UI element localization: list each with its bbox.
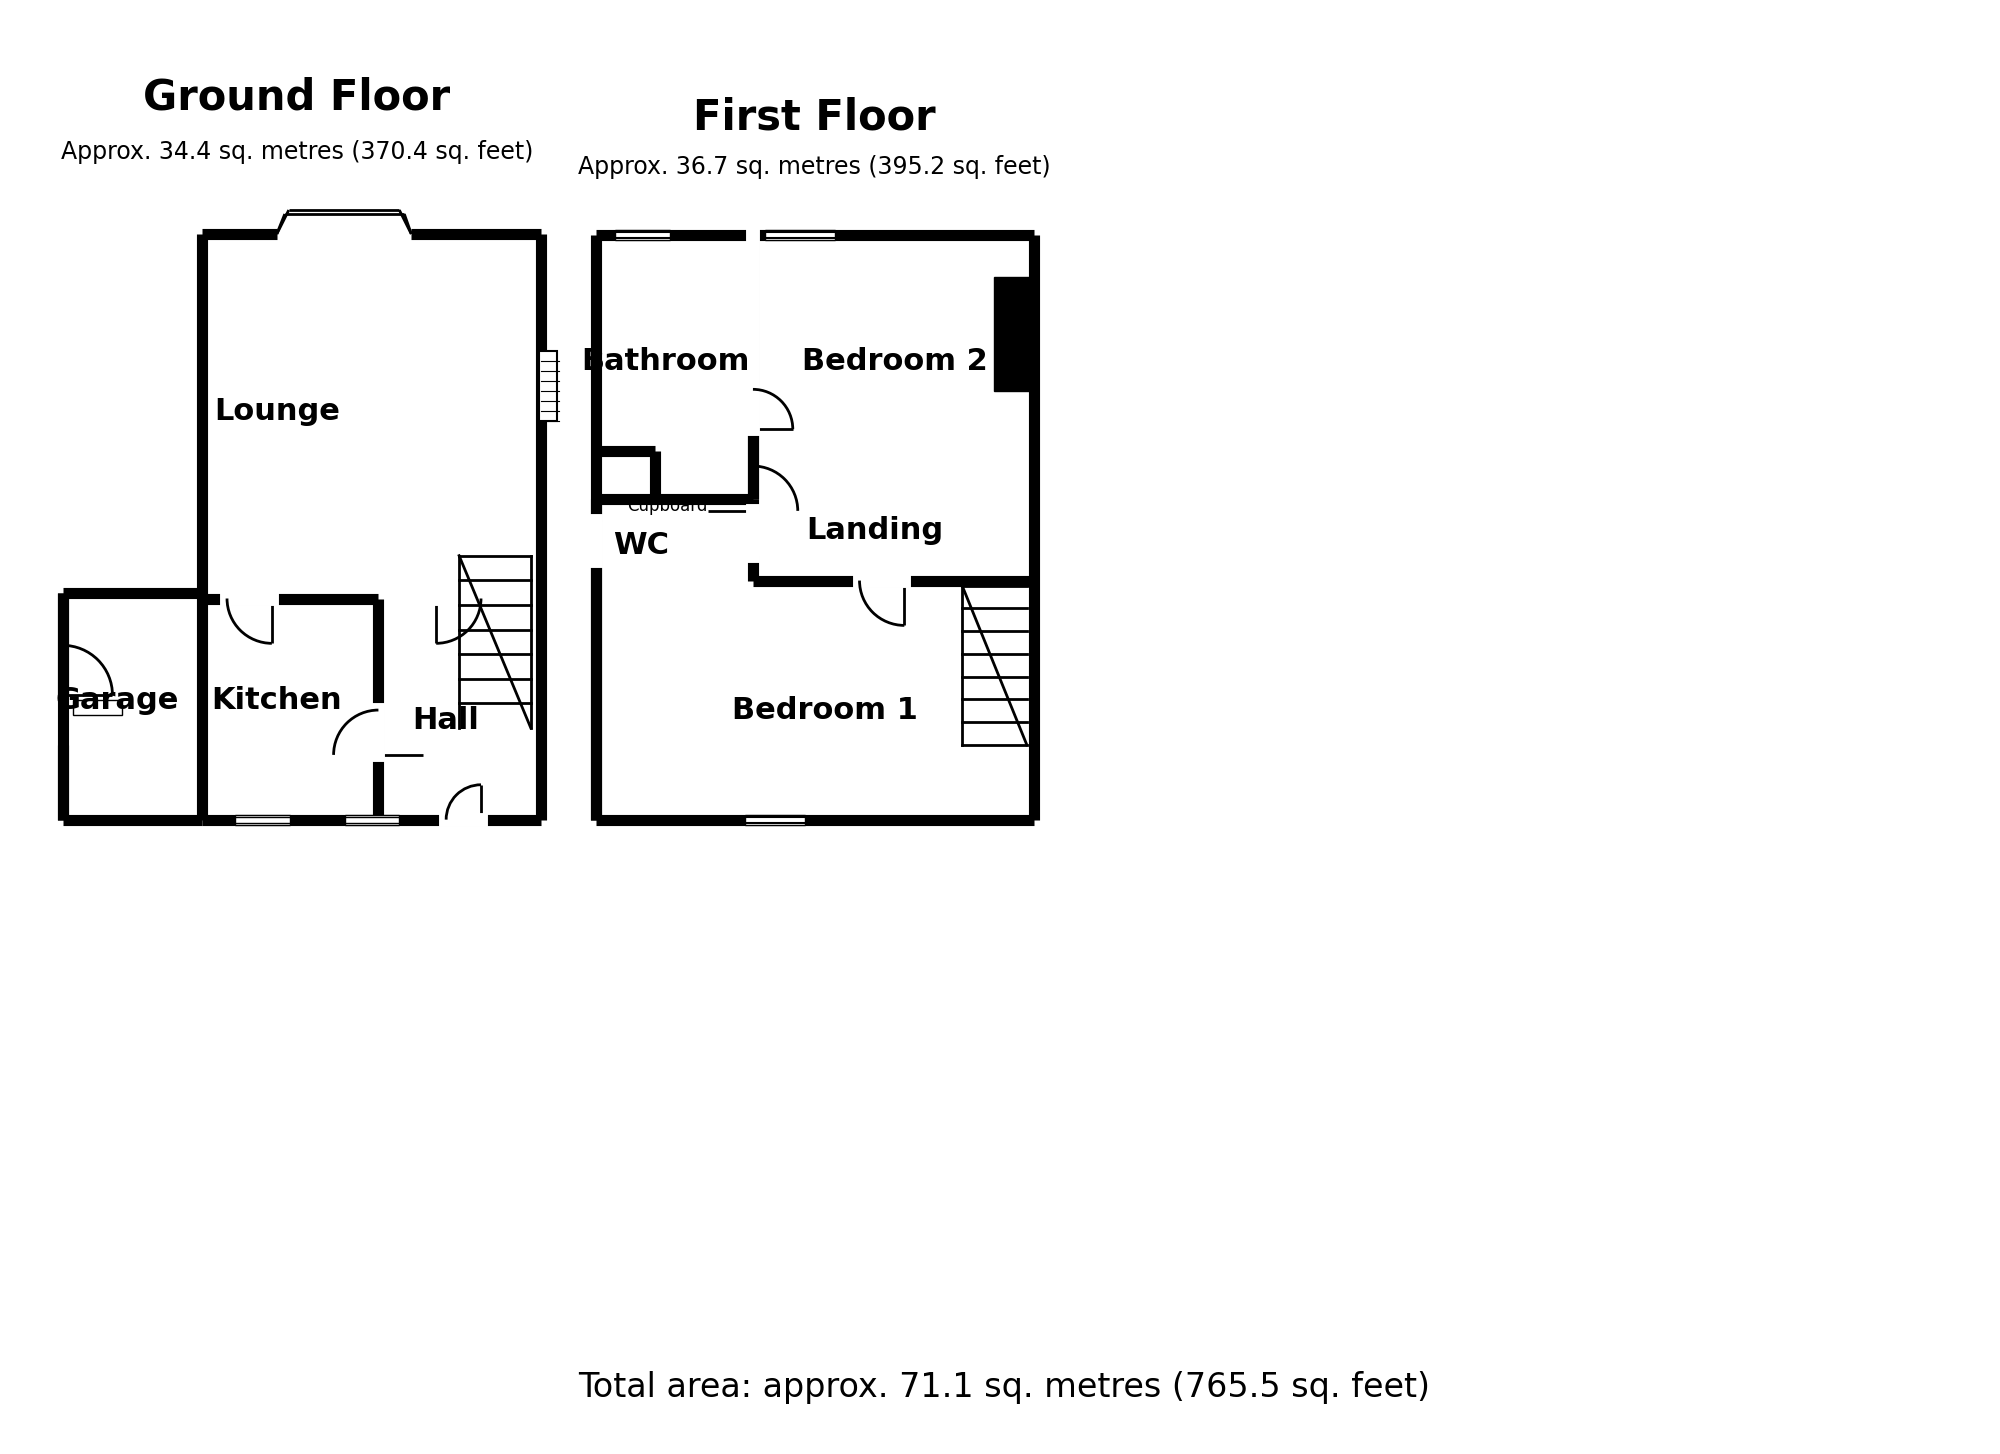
Text: Approx. 36.7 sq. metres (395.2 sq. feet): Approx. 36.7 sq. metres (395.2 sq. feet) (578, 156, 1052, 179)
Text: WC: WC (614, 531, 670, 560)
Bar (744, 814, 804, 824)
Text: Landing: Landing (806, 516, 944, 545)
Text: Bedroom 2: Bedroom 2 (802, 348, 988, 377)
Bar (344, 814, 400, 824)
Text: Bedroom 1: Bedroom 1 (732, 695, 918, 724)
Bar (764, 230, 834, 240)
Text: Bathroom: Bathroom (582, 348, 750, 377)
Text: Total area: approx. 71.1 sq. metres (765.5 sq. feet): Total area: approx. 71.1 sq. metres (765… (578, 1371, 1430, 1405)
Text: First Floor: First Floor (694, 96, 936, 138)
Bar (616, 230, 670, 240)
Text: Cupboard: Cupboard (628, 497, 708, 515)
Text: Lounge: Lounge (214, 397, 340, 426)
Bar (234, 814, 290, 824)
Text: Approx. 34.4 sq. metres (370.4 sq. feet): Approx. 34.4 sq. metres (370.4 sq. feet) (60, 140, 532, 164)
Text: Kitchen: Kitchen (212, 686, 342, 714)
Text: Garage: Garage (56, 686, 180, 714)
Bar (994, 276, 1034, 391)
Bar (538, 352, 556, 422)
Text: Ground Floor: Ground Floor (144, 77, 450, 118)
Bar (72, 701, 122, 715)
Text: Hall: Hall (412, 705, 480, 734)
